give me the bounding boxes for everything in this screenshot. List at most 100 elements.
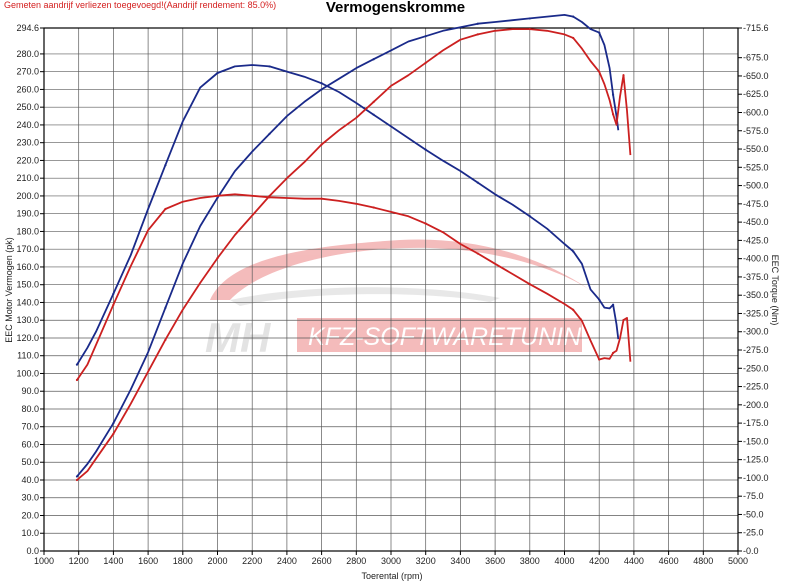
right-tick-label: -175.0 — [743, 418, 769, 428]
data-point — [476, 22, 479, 25]
right-tick-label: -400.0 — [743, 254, 769, 264]
left-tick-label: 10.0 — [21, 528, 39, 538]
data-point — [424, 61, 427, 64]
x-tick-label: 2200 — [242, 556, 262, 566]
data-point — [216, 256, 219, 260]
left-axis-label: EEC Motor Vermogen (pk) — [4, 237, 14, 343]
x-axis-ticks: 1000 1200 1400 1600 1800 2000 2200 2400 2600 2800… — [34, 551, 748, 566]
right-tick-label: -275.0 — [743, 345, 769, 355]
right-tick-label: -325.0 — [743, 308, 769, 318]
data-point — [528, 27, 531, 31]
x-tick-label: 4600 — [659, 556, 679, 566]
left-tick-label: 50.0 — [21, 457, 39, 467]
x-tick-label: 5000 — [728, 556, 748, 566]
x-axis-label: Toerental (rpm) — [361, 571, 422, 581]
right-tick-label: -575.0 — [743, 126, 769, 136]
data-point — [112, 303, 115, 306]
x-tick-label: 1400 — [103, 556, 123, 566]
right-tick-label: -125.0 — [743, 455, 769, 465]
data-point — [528, 17, 531, 20]
data-point — [320, 197, 323, 200]
data-point — [268, 196, 271, 199]
svg-text:MH: MH — [205, 314, 272, 361]
data-point — [268, 132, 271, 135]
data-point — [622, 318, 625, 322]
right-tick-label: -550.0 — [743, 144, 769, 154]
left-tick-label: 40.0 — [21, 475, 39, 485]
left-tick-label: 80.0 — [21, 404, 39, 414]
data-point — [611, 303, 615, 306]
right-tick-label: -50.0 — [743, 509, 764, 519]
right-tick-label: -25.0 — [743, 528, 764, 538]
data-point — [424, 148, 427, 151]
chart-grid — [43, 27, 739, 552]
left-tick-label: 140.0 — [16, 297, 39, 307]
series-line-2 — [76, 64, 620, 366]
x-tick-label: 4200 — [589, 556, 609, 566]
data-point — [476, 181, 479, 184]
left-tick-label: 240.0 — [16, 120, 39, 130]
data-point — [424, 222, 427, 225]
right-axis-label: EEC Torque (Nm) — [770, 255, 780, 326]
right-tick-label: -600.0 — [743, 107, 769, 117]
data-point — [598, 31, 601, 34]
left-tick-label: 294.6 — [16, 23, 39, 33]
series-lines — [75, 14, 632, 482]
data-point — [372, 58, 375, 61]
data-point — [528, 283, 531, 286]
left-tick-label: 120.0 — [16, 333, 39, 343]
x-tick-label: 4000 — [554, 556, 574, 566]
series-line-3 — [76, 28, 632, 481]
right-tick-label: -375.0 — [743, 272, 769, 282]
left-tick-label: 250.0 — [16, 102, 39, 112]
left-tick-label: 100.0 — [16, 368, 39, 378]
data-point — [572, 36, 575, 40]
data-point — [611, 351, 615, 355]
data-point — [611, 113, 615, 116]
right-tick-label: -650.0 — [743, 71, 769, 81]
x-tick-label: 1600 — [138, 556, 158, 566]
right-tick-label: -100.0 — [743, 473, 769, 483]
svg-text:KFZ-SOFTWARETUNING: KFZ-SOFTWARETUNING — [308, 323, 601, 351]
chart-title: Vermogenskromme — [325, 0, 466, 16]
data-point — [372, 113, 375, 116]
x-tick-label: 3800 — [520, 556, 540, 566]
right-tick-label: -200.0 — [743, 400, 769, 410]
data-point — [112, 422, 115, 425]
data-point — [598, 298, 601, 301]
data-point — [424, 35, 427, 38]
x-tick-label: 1000 — [34, 556, 54, 566]
left-tick-label: 270.0 — [16, 67, 39, 77]
data-point — [216, 196, 219, 199]
data-point — [572, 15, 575, 18]
data-point — [75, 378, 79, 382]
x-tick-label: 3400 — [450, 556, 470, 566]
data-point — [164, 306, 167, 309]
right-axis-ticks: -0.0 -25.0 -50.0 -75.0 -100.0 -125.0 -150.0 -17… — [738, 23, 769, 556]
left-tick-label: 70.0 — [21, 422, 39, 432]
x-tick-label: 1800 — [173, 556, 193, 566]
data-point — [320, 143, 323, 146]
left-tick-label: 230.0 — [16, 138, 39, 148]
data-point — [611, 93, 615, 96]
data-point — [164, 164, 167, 167]
data-point — [320, 88, 323, 91]
data-point — [476, 252, 479, 255]
series-line-1 — [76, 14, 620, 477]
data-point — [572, 250, 575, 253]
series-line-4 — [76, 193, 632, 381]
x-tick-label: 2000 — [207, 556, 227, 566]
right-tick-label: -450.0 — [743, 217, 769, 227]
left-tick-label: 220.0 — [16, 155, 39, 165]
left-axis-ticks: 0.0 10.0 20.0 30.0 40.0 50.0 60.0 70.0 80.0 90.0 1… — [16, 23, 44, 556]
right-tick-label: -525.0 — [743, 162, 769, 172]
data-point — [572, 308, 575, 311]
x-tick-label: 3600 — [485, 556, 505, 566]
x-tick-label: 3000 — [381, 556, 401, 566]
data-point — [216, 71, 219, 75]
right-tick-label: -250.0 — [743, 363, 769, 373]
data-point — [528, 215, 531, 218]
right-tick-label: -150.0 — [743, 436, 769, 446]
data-point — [164, 207, 167, 211]
data-point — [164, 338, 167, 341]
